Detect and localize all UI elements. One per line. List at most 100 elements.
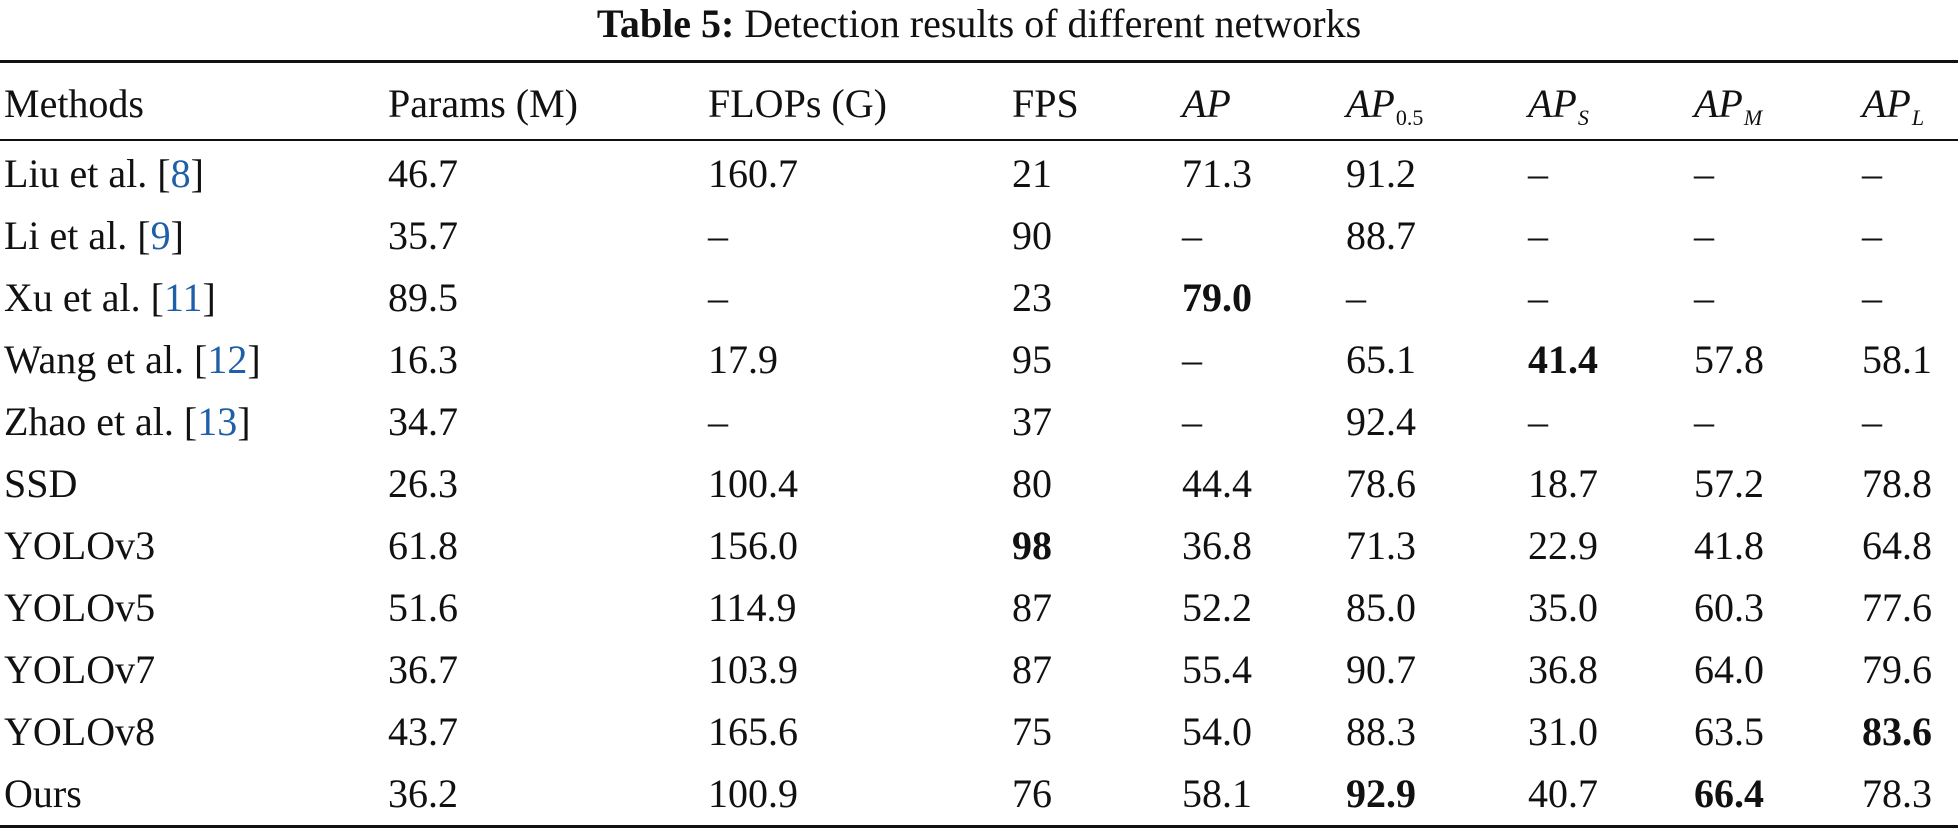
flops-cell: 100.9 xyxy=(708,771,798,816)
table-row: Wang et al. [12] 16.3 17.9 95 – 65.1 41.… xyxy=(0,329,1958,391)
ap05-cell: 91.2 xyxy=(1346,151,1416,196)
params-cell: 43.7 xyxy=(388,709,458,754)
table-header-row: Methods Params (M) FLOPs (G) FPS AP AP0.… xyxy=(0,52,1958,138)
fps-cell: 75 xyxy=(1012,709,1052,754)
apl-cell: 58.1 xyxy=(1862,337,1932,382)
header-ap: AP xyxy=(1182,81,1231,126)
aps-cell: – xyxy=(1528,151,1548,196)
flops-cell: 114.9 xyxy=(708,585,797,630)
header-ap05-base: AP xyxy=(1346,81,1395,126)
table-row: Xu et al. [11] 89.5 – 23 79.0 – – – – xyxy=(0,267,1958,329)
method-bracket: ] xyxy=(202,275,216,320)
ap05-cell: 78.6 xyxy=(1346,461,1416,506)
ap-cell: 54.0 xyxy=(1182,709,1252,754)
ap-cell: 52.2 xyxy=(1182,585,1252,630)
flops-cell: 165.6 xyxy=(708,709,798,754)
method-cell: Li et al. [9] xyxy=(4,205,184,267)
header-apm-base: AP xyxy=(1694,81,1743,126)
table-row: Li et al. [9] 35.7 – 90 – 88.7 – – – xyxy=(0,205,1958,267)
method-name: SSD xyxy=(4,461,78,506)
ap-cell: 44.4 xyxy=(1182,461,1252,506)
aps-cell: – xyxy=(1528,399,1548,444)
fps-cell: 90 xyxy=(1012,213,1052,258)
table-caption-label: Table 5: xyxy=(596,1,735,46)
params-cell: 51.6 xyxy=(388,585,458,630)
header-apl-base: AP xyxy=(1862,81,1911,126)
apl-cell: – xyxy=(1862,399,1882,444)
ap-cell: 71.3 xyxy=(1182,151,1252,196)
method-cell: Xu et al. [11] xyxy=(4,267,216,329)
apm-cell: 64.0 xyxy=(1694,647,1764,692)
header-aps: APS xyxy=(1528,73,1589,135)
table-row: YOLOv7 36.7 103.9 87 55.4 90.7 36.8 64.0… xyxy=(0,639,1958,701)
fps-cell: 87 xyxy=(1012,585,1052,630)
method-bracket: ] xyxy=(237,399,251,444)
apm-cell: – xyxy=(1694,275,1714,320)
header-apl: APL xyxy=(1862,73,1924,135)
table-row: Liu et al. [8] 46.7 160.7 21 71.3 91.2 –… xyxy=(0,143,1958,205)
citation-link[interactable]: 12 xyxy=(207,337,248,382)
params-cell: 26.3 xyxy=(388,461,458,506)
header-flops: FLOPs (G) xyxy=(708,81,887,126)
apm-cell: 66.4 xyxy=(1694,771,1764,816)
ap05-cell: 90.7 xyxy=(1346,647,1416,692)
table-caption-text: Detection results of different networks xyxy=(744,1,1362,46)
ap05-cell: 71.3 xyxy=(1346,523,1416,568)
method-name: YOLOv8 xyxy=(4,709,156,754)
method-cell: Zhao et al. [13] xyxy=(4,391,251,453)
params-cell: 61.8 xyxy=(388,523,458,568)
aps-cell: – xyxy=(1528,213,1548,258)
citation-link[interactable]: 13 xyxy=(197,399,238,444)
ap-cell: – xyxy=(1182,399,1202,444)
fps-cell: 21 xyxy=(1012,151,1052,196)
method-name: YOLOv5 xyxy=(4,585,156,630)
apm-cell: 57.8 xyxy=(1694,337,1764,382)
header-aps-sub: S xyxy=(1577,105,1589,130)
method-bracket: ] xyxy=(190,151,204,196)
aps-cell: 40.7 xyxy=(1528,771,1598,816)
aps-cell: 31.0 xyxy=(1528,709,1598,754)
header-apl-sub: L xyxy=(1911,105,1925,130)
apl-cell: 83.6 xyxy=(1862,709,1932,754)
apm-cell: 63.5 xyxy=(1694,709,1764,754)
header-params: Params (M) xyxy=(388,81,578,126)
aps-cell: 22.9 xyxy=(1528,523,1598,568)
aps-cell: 36.8 xyxy=(1528,647,1598,692)
flops-cell: 160.7 xyxy=(708,151,798,196)
method-name: YOLOv7 xyxy=(4,647,156,692)
table-row: Zhao et al. [13] 34.7 – 37 – 92.4 – – – xyxy=(0,391,1958,453)
table-row: SSD 26.3 100.4 80 44.4 78.6 18.7 57.2 78… xyxy=(0,453,1958,515)
table-header-rule xyxy=(0,139,1958,141)
method-cell: Wang et al. [12] xyxy=(4,329,261,391)
flops-cell: – xyxy=(708,275,728,320)
method-name: YOLOv3 xyxy=(4,523,156,568)
table-top-rule xyxy=(0,60,1958,63)
method-name: Zhao et al. [ xyxy=(4,399,198,444)
citation-link[interactable]: 9 xyxy=(150,213,171,258)
header-methods: Methods xyxy=(4,81,144,126)
params-cell: 34.7 xyxy=(388,399,458,444)
apm-cell: 57.2 xyxy=(1694,461,1764,506)
header-ap05-sub: 0.5 xyxy=(1395,105,1424,130)
ap05-cell: 85.0 xyxy=(1346,585,1416,630)
citation-link[interactable]: 8 xyxy=(170,151,191,196)
table-bottom-rule xyxy=(0,825,1958,828)
apl-cell: 77.6 xyxy=(1862,585,1932,630)
apl-cell: 79.6 xyxy=(1862,647,1932,692)
fps-cell: 37 xyxy=(1012,399,1052,444)
header-aps-base: AP xyxy=(1528,81,1577,126)
citation-link[interactable]: 11 xyxy=(163,275,203,320)
apm-cell: – xyxy=(1694,399,1714,444)
table-row: YOLOv3 61.8 156.0 98 36.8 71.3 22.9 41.8… xyxy=(0,515,1958,577)
flops-cell: 103.9 xyxy=(708,647,798,692)
method-name: Xu et al. [ xyxy=(4,275,164,320)
fps-cell: 95 xyxy=(1012,337,1052,382)
apl-cell: 78.3 xyxy=(1862,771,1932,816)
method-bracket: ] xyxy=(247,337,261,382)
flops-cell: – xyxy=(708,213,728,258)
flops-cell: 100.4 xyxy=(708,461,798,506)
flops-cell: 17.9 xyxy=(708,337,778,382)
ap-cell: 36.8 xyxy=(1182,523,1252,568)
table-caption: Table 5: Detection results of different … xyxy=(0,0,1958,52)
params-cell: 46.7 xyxy=(388,151,458,196)
